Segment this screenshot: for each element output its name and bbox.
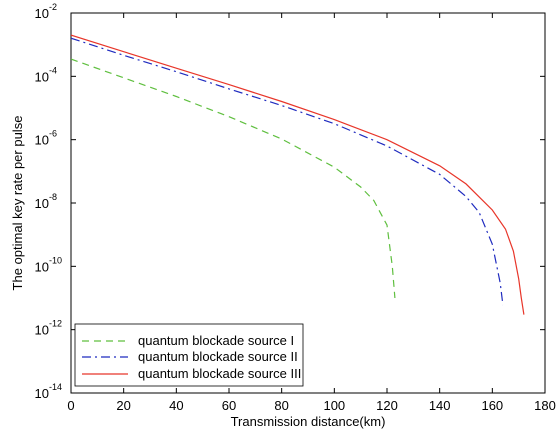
y-tick-label-0: 10 [35,6,49,21]
y-tick-label-4: 10 [35,259,49,274]
x-tick-label-8: 160 [481,398,503,413]
legend-label-series-3: quantum blockade source III [138,366,301,381]
y-tick-exp-4: -10 [49,255,62,265]
y-tick-exp-6: -14 [49,382,62,392]
x-axis-label: Transmission distance(km) [231,414,386,429]
legend-box [74,323,304,387]
x-tick-label-2: 40 [169,398,183,413]
y-tick-label-6: 10 [35,386,49,401]
legend-label-series-2: quantum blockade source II [138,349,298,364]
series-line-1 [71,58,396,299]
y-tick-label-5: 10 [35,323,49,338]
x-tick-label-0: 0 [67,398,74,413]
y-tick-exp-2: -6 [49,129,57,139]
legend: quantum blockade source I quantum blocka… [74,323,304,387]
x-tick-label-1: 20 [116,398,130,413]
series-line-3 [71,34,525,315]
y-tick-exp-1: -4 [49,65,57,75]
y-tick-exp-3: -8 [49,192,57,202]
x-tick-label-9: 180 [534,398,556,413]
y-tick-exp-0: -2 [49,2,57,12]
x-tick-label-6: 120 [376,398,398,413]
x-tick-label-4: 80 [274,398,288,413]
x-tick-label-3: 60 [222,398,236,413]
series-line-2 [71,37,504,306]
y-tick-label-3: 10 [35,196,49,211]
y-axis-label: The optimal key rate per pulse [10,116,25,291]
y-tick-label-1: 10 [35,69,49,84]
y-tick-label-2: 10 [35,133,49,148]
tick-marks [70,12,546,394]
series-lines [71,34,525,315]
x-tick-label-7: 140 [429,398,451,413]
x-tick-labels: 0 20 40 60 80 100 120 140 160 180 [67,398,555,413]
legend-label-series-1: quantum blockade source I [138,333,294,348]
y-tick-exp-5: -12 [49,319,62,329]
x-tick-label-5: 100 [323,398,345,413]
